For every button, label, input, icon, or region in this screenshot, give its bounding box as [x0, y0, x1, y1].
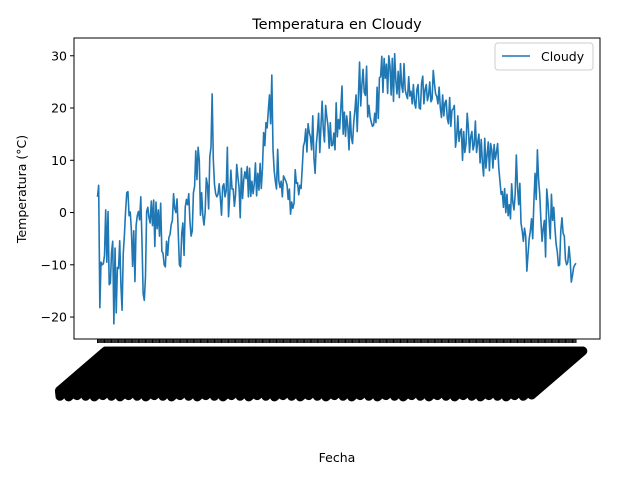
- y-axis-label: Temperatura (°C): [14, 135, 29, 244]
- y-tick-label: −20: [41, 310, 67, 325]
- y-tick-label: 0: [59, 205, 67, 220]
- x-axis: [54, 339, 588, 402]
- legend-label-cloudy: Cloudy: [541, 49, 585, 64]
- y-tick-label: −10: [41, 257, 67, 272]
- y-tick-label: 10: [51, 153, 67, 168]
- legend-box: [494, 42, 594, 71]
- y-tick-label: 30: [51, 48, 67, 63]
- legend: Cloudy: [494, 42, 594, 71]
- series-line-cloudy: [96, 52, 577, 325]
- x-tick-label: [527, 346, 588, 400]
- x-axis-label: Fecha: [319, 450, 356, 465]
- y-tick-label: 20: [51, 101, 67, 116]
- chart-title: Temperatura en Cloudy: [251, 17, 422, 33]
- y-axis: −20 −10 0 10 20 30: [41, 48, 74, 325]
